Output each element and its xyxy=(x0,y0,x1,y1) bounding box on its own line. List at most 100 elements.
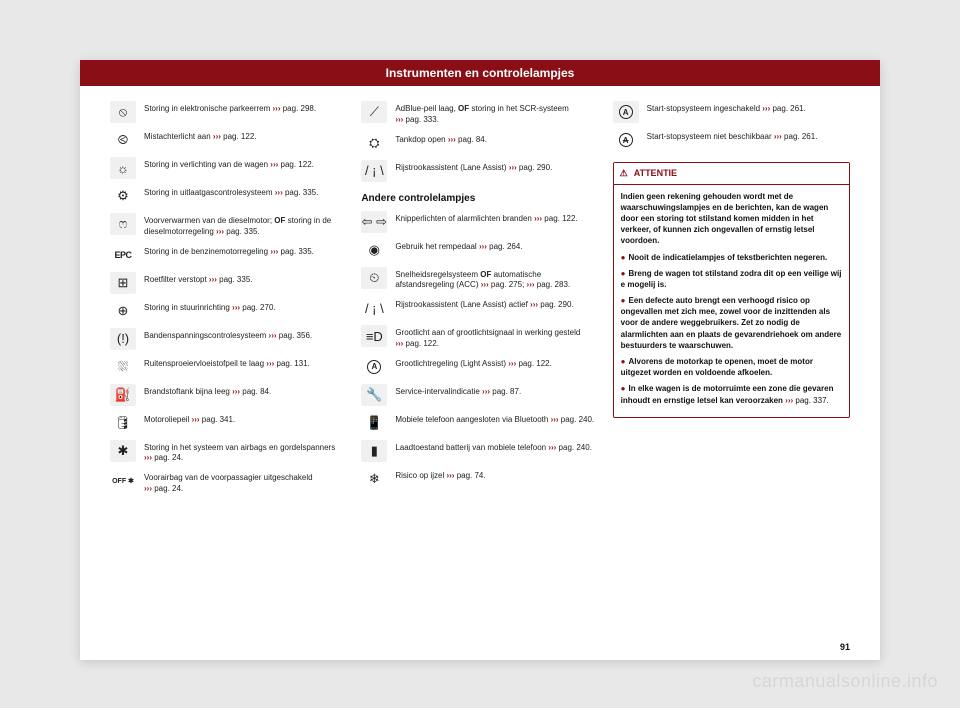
indicator-icon: ⧀ xyxy=(110,129,136,151)
indicator-text: Storing in stuurinrichting ››› pag. 270. xyxy=(144,300,276,314)
indicator-icon: ⦸ xyxy=(110,101,136,123)
indicator-text: Start-stopsysteem ingeschakeld ››› pag. … xyxy=(647,101,806,115)
indicator-row: ❄ Risico op ijzel ››› pag. 74. xyxy=(361,465,598,493)
content-columns: ⦸ Storing in elektronische parkeerrem ›››… xyxy=(80,86,880,506)
attention-title: ATTENTIE xyxy=(634,167,677,180)
indicator-text: Grootlicht aan of grootlichtsignaal in w… xyxy=(395,325,598,350)
indicator-text: Motoroliepeil ››› pag. 341. xyxy=(144,412,235,426)
attention-bullet: ●Breng de wagen tot stilstand zodra dit … xyxy=(621,268,842,290)
indicator-icon: (!) xyxy=(110,328,136,350)
indicator-text: Voorairbag van de voorpassagier uitgesch… xyxy=(144,470,347,495)
indicator-text: Storing in elektronische parkeerrem ››› … xyxy=(144,101,316,115)
indicator-icon: ✱ xyxy=(110,440,136,462)
indicator-icon: / ¡ \ xyxy=(361,297,387,319)
indicator-row: ෆ Voorverwarmen van de dieselmotor; OF st… xyxy=(110,210,347,241)
indicator-row: EPC Storing in de benzinemotorregeling ››… xyxy=(110,241,347,269)
watermark: carmanualsonline.info xyxy=(752,671,938,692)
indicator-icon: ෆ xyxy=(110,213,136,235)
indicator-text: Rijstrookassistent (Lane Assist) actief … xyxy=(395,297,573,311)
attention-box: ⚠ ATTENTIE Indien geen rekening gehouden w… xyxy=(613,162,850,418)
indicator-row: 🔧Service-intervalindicatie ››› pag. 87. xyxy=(361,381,598,409)
attention-bullet: ●Nooit de indicatielampjes of tekstberic… xyxy=(621,252,842,263)
warning-icon: ⚠ xyxy=(620,167,628,180)
indicator-icon: ⇦ ⇨ xyxy=(361,211,387,233)
indicator-icon: A xyxy=(613,101,639,123)
indicator-row: ≡D Grootlicht aan of grootlichtsignaal in… xyxy=(361,322,598,353)
indicator-text: Storing in de benzinemotorregeling ››› p… xyxy=(144,244,314,258)
indicator-text: Grootlichtregeling (Light Assist) ››› pa… xyxy=(395,356,552,370)
page-number: 91 xyxy=(840,642,850,652)
indicator-icon: ⛭ xyxy=(361,132,387,154)
indicator-row: ⦸ Storing in elektronische parkeerrem ›››… xyxy=(110,98,347,126)
attention-heading: ⚠ ATTENTIE xyxy=(614,163,849,185)
indicator-icon: ☼ xyxy=(110,157,136,179)
indicator-row: ⛽ Brandstoftank bijna leeg ››› pag. 84. xyxy=(110,381,347,409)
indicator-icon: EPC xyxy=(110,244,136,266)
indicator-row: OFF ✱ Voorairbag van de voorpassagier uit… xyxy=(110,467,347,498)
attention-bullet: ●Een defecte auto brengt een verhoogd ri… xyxy=(621,295,842,351)
indicator-text: Roetfilter verstopt ››› pag. 335. xyxy=(144,272,253,286)
indicator-icon: ≡D xyxy=(361,325,387,347)
indicator-text: Rijstrookassistent (Lane Assist) ››› pag… xyxy=(395,160,552,174)
indicator-row: / ¡ \ Rijstrookassistent (Lane Assist) ››… xyxy=(361,157,598,185)
indicator-row: ⇦ ⇨ Knipperlichten of alarmlichten brande… xyxy=(361,208,598,236)
indicator-icon: ⛽ xyxy=(110,384,136,406)
indicator-icon: ▮ xyxy=(361,440,387,462)
column-2: ⟋ AdBlue-peil laag, OF storing in het SCR… xyxy=(361,98,598,498)
indicator-row: ✱Storing in het systeem van airbags en g… xyxy=(110,437,347,468)
indicator-icon: ⛆ xyxy=(110,356,136,378)
indicator-text: Bandenspanningscontrolesysteem ››› pag. … xyxy=(144,328,312,342)
indicator-icon: OFF ✱ xyxy=(110,470,136,492)
page-header: Instrumenten en controlelampjes xyxy=(80,60,880,86)
indicator-row: ☼ Storing in verlichting van de wagen ›››… xyxy=(110,154,347,182)
page-title: Instrumenten en controlelampjes xyxy=(386,66,575,80)
indicator-text: Storing in uitlaatgascontrolesysteem ›››… xyxy=(144,185,318,199)
indicator-icon: ⚙ xyxy=(110,185,136,207)
indicator-row: / ¡ \ Rijstrookassistent (Lane Assist) ac… xyxy=(361,294,598,322)
column-3: A Start-stopsysteem ingeschakeld ››› pag.… xyxy=(613,98,850,498)
indicator-row: ⏲ Snelheidsregelsysteem OF automatische a… xyxy=(361,264,598,295)
indicator-row: ⊕ Storing in stuurinrichting ››› pag. 270… xyxy=(110,297,347,325)
indicator-text: Storing in verlichting van de wagen ››› … xyxy=(144,157,314,171)
indicator-icon: A xyxy=(361,356,387,378)
indicator-icon: ❄ xyxy=(361,468,387,490)
attention-body: Indien geen rekening gehouden wordt met … xyxy=(614,185,849,417)
indicator-row: ⧀ Mistachterlicht aan ››› pag. 122. xyxy=(110,126,347,154)
indicator-text: Mistachterlicht aan ››› pag. 122. xyxy=(144,129,257,143)
indicator-icon: ⊕ xyxy=(110,300,136,322)
attention-bullet: ●Alvorens de motorkap te openen, moet de… xyxy=(621,356,842,378)
indicator-text: Start-stopsysteem niet beschikbaar ››› p… xyxy=(647,129,818,143)
indicator-text: Gebruik het rempedaal ››› pag. 264. xyxy=(395,239,522,253)
indicator-row: A Grootlichtregeling (Light Assist) ››› p… xyxy=(361,353,598,381)
attention-intro: Indien geen rekening gehouden wordt met … xyxy=(621,191,842,247)
indicator-text: Snelheidsregelsysteem OF automatische af… xyxy=(395,267,598,292)
indicator-row: A Start-stopsysteem niet beschikbaar ››› … xyxy=(613,126,850,154)
indicator-row: ▮ Laadtoestand batterij van mobiele telef… xyxy=(361,437,598,465)
indicator-row: (!) Bandenspanningscontrolesysteem ››› pa… xyxy=(110,325,347,353)
column-1: ⦸ Storing in elektronische parkeerrem ›››… xyxy=(110,98,347,498)
indicator-text: Ruitensproeiervloeistofpeil te laag ››› … xyxy=(144,356,310,370)
indicator-row: ⟋ AdBlue-peil laag, OF storing in het SCR… xyxy=(361,98,598,129)
indicator-row: ⛆ Ruitensproeiervloeistofpeil te laag ›››… xyxy=(110,353,347,381)
indicator-row: ◉Gebruik het rempedaal ››› pag. 264. xyxy=(361,236,598,264)
indicator-text: Brandstoftank bijna leeg ››› pag. 84. xyxy=(144,384,271,398)
subheading-other-lamps: Andere controlelampjes xyxy=(361,193,598,204)
indicator-icon: ⊞ xyxy=(110,272,136,294)
manual-page: Instrumenten en controlelampjes ⦸ Storing… xyxy=(80,60,880,660)
attention-bullet: ●In elke wagen is de motorruimte een zon… xyxy=(621,383,842,405)
indicator-text: Mobiele telefoon aangesloten via Bluetoo… xyxy=(395,412,594,426)
indicator-icon: A xyxy=(613,129,639,151)
indicator-icon: 📱 xyxy=(361,412,387,434)
indicator-row: ⛭Tankdop open ››› pag. 84. xyxy=(361,129,598,157)
indicator-icon: / ¡ \ xyxy=(361,160,387,182)
indicator-text: Service-intervalindicatie ››› pag. 87. xyxy=(395,384,521,398)
indicator-text: Knipperlichten of alarmlichten branden ›… xyxy=(395,211,577,225)
indicator-row: 📱 Mobiele telefoon aangesloten via Blueto… xyxy=(361,409,598,437)
indicator-row: A Start-stopsysteem ingeschakeld ››› pag.… xyxy=(613,98,850,126)
indicator-icon: ⏲ xyxy=(361,267,387,289)
indicator-text: Laadtoestand batterij van mobiele telefo… xyxy=(395,440,592,454)
indicator-text: Voorverwarmen van de dieselmotor; OF sto… xyxy=(144,213,347,238)
indicator-text: Risico op ijzel ››› pag. 74. xyxy=(395,468,485,482)
indicator-text: AdBlue-peil laag, OF storing in het SCR-… xyxy=(395,101,598,126)
indicator-icon: ⟋ xyxy=(361,101,387,123)
